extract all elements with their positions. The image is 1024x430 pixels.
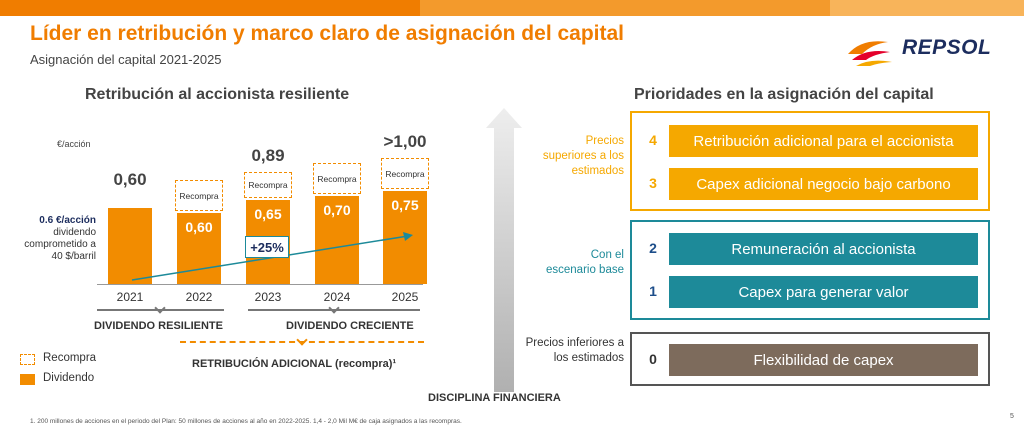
priority-bar: Remuneración al accionista: [669, 233, 978, 265]
chevron-down-icon: [328, 302, 340, 314]
priority-group-box: [630, 332, 990, 386]
up-arrow-icon: [486, 108, 522, 392]
priority-group-label: Con el escenario base: [546, 249, 624, 276]
unit-label: €/acción: [57, 139, 91, 149]
bracket-resiliente: [97, 309, 224, 311]
legend-swatch-dividendo: [20, 374, 35, 385]
dividend-value: 0,75: [391, 197, 419, 213]
recompra-box: Recompra: [175, 180, 223, 211]
priority-bar: Flexibilidad de capex: [669, 344, 978, 376]
top-accent-bar: [0, 0, 1024, 16]
dividend-value: 0,65: [254, 206, 282, 222]
repsol-logo-icon: [848, 41, 892, 66]
dividend-commitment-note: 0.6 €/acción dividendo comprometido a 40…: [24, 215, 96, 263]
total-value: >1,00: [383, 132, 427, 151]
note-bold: 0.6 €/acción: [39, 215, 96, 226]
footnote: 1. 200 millones de acciones en el period…: [30, 418, 462, 425]
disciplina-financiera-label: DISCIPLINA FINANCIERA: [428, 392, 561, 404]
priority-number: 3: [649, 175, 657, 191]
year-label: 2024: [323, 290, 351, 304]
priority-bar: Retribución adicional para el accionista: [669, 125, 978, 157]
label-dividendo-resiliente: DIVIDENDO RESILIENTE: [94, 320, 223, 332]
total-value: 0,60: [113, 170, 147, 189]
recompra-label: Recompra: [179, 190, 219, 201]
bracket-creciente: [248, 309, 420, 311]
priority-number: 0: [649, 351, 657, 367]
note-rest: dividendo comprometido a 40 $/barril: [24, 227, 96, 262]
page-number: 5: [1010, 413, 1014, 420]
recompra-box: Recompra: [381, 158, 429, 189]
dividend-value: 0,70: [323, 202, 351, 218]
recompra-label: Recompra: [385, 168, 425, 179]
year-label: 2021: [116, 290, 144, 304]
priority-group-box: [630, 111, 990, 211]
growth-badge: +25%: [245, 236, 289, 258]
recompra-box: Recompra: [244, 172, 292, 198]
year-label: 2025: [391, 290, 419, 304]
chevron-down-icon: [296, 334, 308, 346]
legend-label-dividendo: Dividendo: [43, 372, 95, 384]
priority-number: 1: [649, 283, 657, 299]
priority-group-label: Precios superiores a los estimados: [542, 135, 624, 177]
legend-swatch-recompra: [20, 354, 35, 365]
dividend-value: 0,60: [185, 219, 213, 235]
right-section-title: Prioridades en la asignación del capital: [634, 86, 934, 103]
recompra-box: Recompra: [313, 163, 361, 194]
priority-bar: Capex para generar valor: [669, 276, 978, 308]
growth-trend-arrow-icon: [131, 232, 413, 281]
year-label: 2022: [185, 290, 213, 304]
dividend-bar: [108, 208, 152, 284]
total-value: 0,89: [251, 146, 285, 165]
priority-group-label: Precios inferiores a los estimados: [525, 337, 624, 364]
priority-bar: Capex adicional negocio bajo carbono: [669, 168, 978, 200]
priority-group-box: [630, 220, 990, 320]
recompra-label: Recompra: [248, 180, 288, 190]
logo-wordmark: REPSOL: [902, 36, 992, 59]
chart-axis: [97, 284, 423, 285]
label-dividendo-creciente: DIVIDENDO CRECIENTE: [286, 320, 414, 332]
chevron-down-icon: [154, 302, 166, 314]
left-section-title: Retribución al accionista resiliente: [85, 86, 350, 103]
page-subtitle: Asignación del capital 2021-2025: [30, 52, 222, 67]
recompra-label: Recompra: [317, 173, 357, 184]
page-title: Líder en retribución y marco claro de as…: [30, 22, 625, 45]
bracket-adicional: [180, 341, 424, 343]
priority-number: 4: [649, 132, 657, 148]
year-label: 2023: [254, 290, 282, 304]
dividend-bar: [315, 196, 359, 284]
label-retribucion-adicional: RETRIBUCIÓN ADICIONAL (recompra)¹: [192, 358, 397, 370]
priority-number: 2: [649, 240, 657, 256]
legend-label-recompra: Recompra: [43, 352, 97, 364]
